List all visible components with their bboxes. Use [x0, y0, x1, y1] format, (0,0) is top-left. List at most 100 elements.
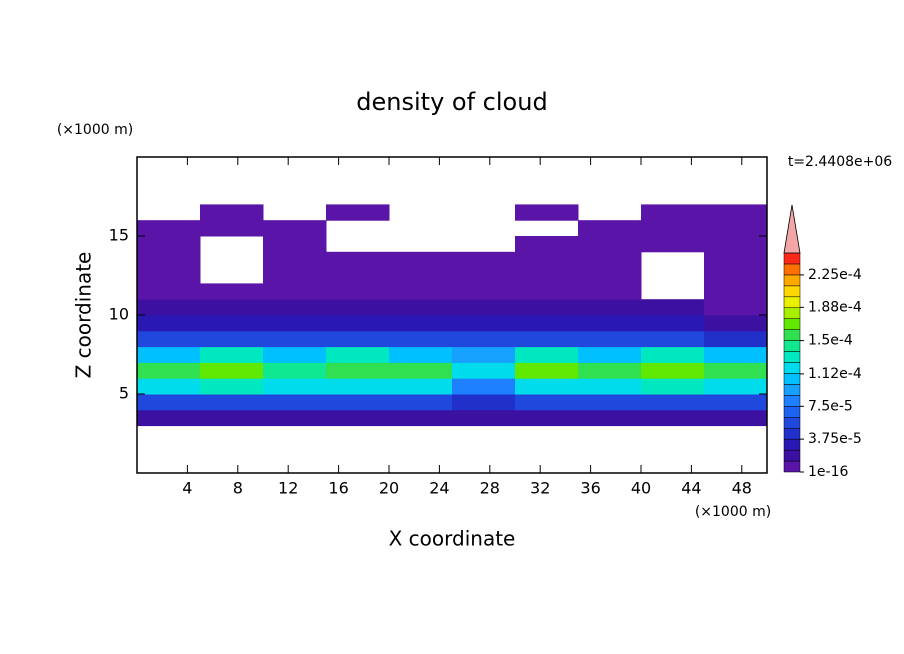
- contour-cell: [515, 378, 579, 395]
- contour-cell: [515, 204, 579, 221]
- contour-cell: [263, 283, 327, 300]
- x-tick-label: 40: [631, 479, 651, 498]
- contour-cell: [704, 283, 768, 300]
- contour-cell: [515, 315, 579, 332]
- contour-cell: [452, 283, 516, 300]
- contour-cell: [137, 251, 201, 269]
- colorbar-box: [783, 318, 801, 330]
- contour-cell: [641, 299, 705, 316]
- contour-cell: [389, 346, 453, 363]
- contour-cell: [578, 299, 642, 316]
- x-tick-label: 32: [530, 479, 550, 498]
- contour-cell: [326, 204, 390, 221]
- contour-cell: [515, 409, 579, 427]
- colorbar-box: [783, 263, 801, 276]
- contour-cell: [137, 267, 201, 284]
- contour-cell: [326, 378, 390, 395]
- contour-cell: [641, 409, 705, 427]
- contour-cell: [326, 409, 390, 427]
- x-tick-label: 28: [480, 479, 500, 498]
- colorbar-box: [783, 252, 801, 265]
- contour-cell: [704, 394, 768, 411]
- contour-cell: [641, 362, 705, 379]
- contour-cell: [641, 378, 705, 395]
- colorbar-box: [783, 340, 801, 352]
- contour-cell: [263, 220, 327, 237]
- contour-cell: [137, 220, 201, 237]
- contour-cell: [452, 251, 516, 269]
- contour-cell: [389, 267, 453, 284]
- contour-cell: [137, 362, 201, 379]
- contour-cell: [263, 330, 327, 348]
- contour-cell: [515, 299, 579, 316]
- contour-cell: [263, 315, 327, 332]
- contour-cell: [704, 236, 768, 253]
- contour-cell: [578, 394, 642, 411]
- contour-cell: [389, 362, 453, 379]
- colorbar-label: 1.12e-4: [808, 366, 862, 382]
- contour-cell: [200, 204, 264, 221]
- colorbar-label: 2.25e-4: [808, 267, 862, 283]
- contour-cell: [137, 236, 201, 253]
- contour-cell: [200, 378, 264, 395]
- contour-cell: [200, 299, 264, 316]
- contour-cell: [704, 251, 768, 269]
- contour-cell: [704, 220, 768, 237]
- contour-cell: [200, 315, 264, 332]
- contour-cell: [200, 283, 264, 300]
- contour-cell: [578, 409, 642, 427]
- colorbar-label: 1e-16: [808, 464, 848, 480]
- contour-cell: [263, 378, 327, 395]
- contour-cell: [263, 251, 327, 269]
- contour-cell: [200, 330, 264, 348]
- contour-cell: [704, 204, 768, 221]
- contour-cell: [452, 346, 516, 363]
- contour-cell: [263, 362, 327, 379]
- contour-cell: [452, 330, 516, 348]
- colorbar-label: 7.5e-5: [808, 398, 853, 414]
- contour-cell: [137, 346, 201, 363]
- x-unit: (×1000 m): [695, 504, 771, 520]
- contour-cell: [641, 330, 705, 348]
- contour-cell: [578, 330, 642, 348]
- y-unit: (×1000 m): [57, 122, 133, 138]
- colorbar-label: 1.88e-4: [808, 299, 862, 315]
- colorbar-box: [783, 296, 801, 308]
- contour-cell: [578, 315, 642, 332]
- colorbar-box: [783, 307, 801, 319]
- colorbar-box: [783, 417, 801, 429]
- contour-cell: [641, 204, 705, 221]
- colorbar-label: 1.5e-4: [808, 333, 853, 349]
- contour-cell: [326, 251, 390, 269]
- x-tick-label: 36: [580, 479, 600, 498]
- contour-cell: [578, 283, 642, 300]
- contour-cell: [200, 362, 264, 379]
- contour-cell: [704, 315, 768, 332]
- contour-cell: [326, 362, 390, 379]
- contour-cell: [578, 236, 642, 253]
- contour-cell: [263, 394, 327, 411]
- contour-cell: [326, 283, 390, 300]
- contour-cell: [452, 378, 516, 395]
- contour-cell: [137, 409, 201, 427]
- contour-cell: [515, 267, 579, 284]
- y-tick-label: 5: [119, 384, 129, 403]
- colorbar-box: [783, 395, 801, 407]
- contour-cell: [137, 378, 201, 395]
- contour-cell: [263, 346, 327, 363]
- contour-cell: [389, 251, 453, 269]
- contour-cell: [704, 299, 768, 316]
- y-tick-label: 15: [109, 226, 129, 245]
- colorbar-box: [783, 362, 801, 374]
- contour-cell: [326, 394, 390, 411]
- time-annotation: t=2.4408e+06: [788, 154, 892, 170]
- y-tick-label: 10: [109, 305, 129, 324]
- contour-cell: [704, 346, 768, 363]
- x-tick-label: 16: [328, 479, 348, 498]
- contour-cell: [137, 283, 201, 300]
- colorbar-box: [783, 449, 801, 462]
- chart-title: density of cloud: [356, 88, 547, 116]
- contour-cell: [704, 267, 768, 284]
- colorbar-label: 3.75e-5: [808, 431, 862, 447]
